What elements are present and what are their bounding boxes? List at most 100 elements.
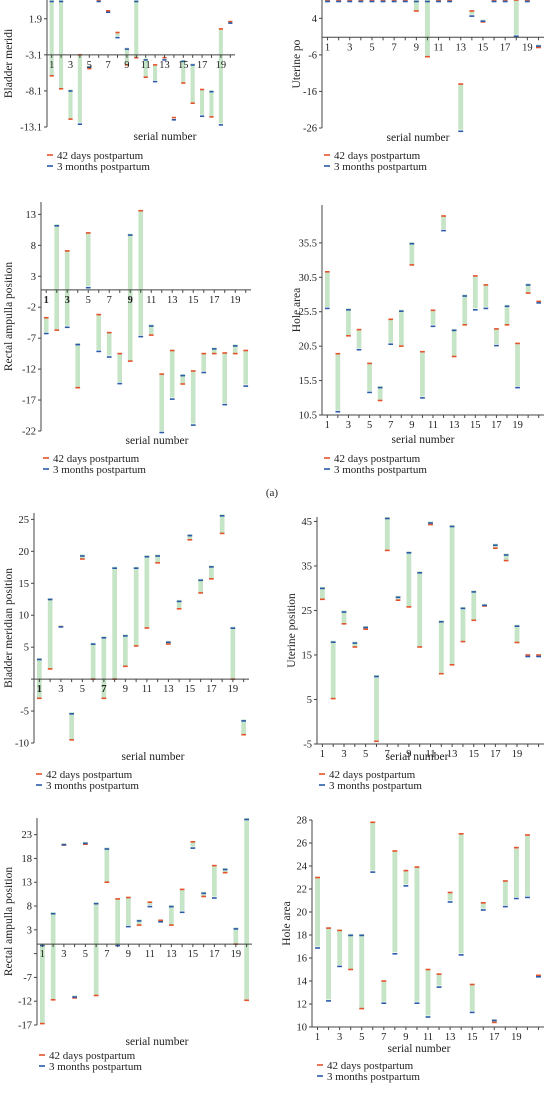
x-tick-label: 1: [325, 42, 330, 53]
y-tick-label: 35: [302, 561, 313, 572]
x-axis-title: serial number: [387, 132, 450, 144]
x-axis-title: serial number: [388, 1043, 451, 1055]
range-bar: [326, 928, 331, 1000]
range-bar: [403, 870, 409, 885]
range-bar: [106, 332, 112, 356]
range-bar: [337, 930, 343, 965]
x-tick-label: 19: [216, 60, 227, 71]
range-bar: [147, 902, 153, 906]
y-tick-label: 28: [297, 816, 308, 827]
range-bar: [514, 847, 519, 897]
range-bar: [441, 216, 446, 230]
x-tick-label: 17: [209, 295, 220, 306]
y-tick-label: 12: [297, 1000, 308, 1011]
y-tick-label: -5: [303, 740, 312, 751]
range-bar: [117, 353, 122, 383]
y-tick-label: -22: [22, 427, 36, 438]
range-bar: [169, 905, 174, 926]
x-tick-label: 11: [428, 420, 438, 431]
range-bar: [414, 867, 420, 1002]
range-bar: [59, 0, 64, 89]
x-tick-label: 5: [83, 949, 88, 960]
x-tick-label: 7: [105, 60, 110, 71]
legend-label-3-months: 3 months postpartum: [57, 161, 150, 173]
x-tick-label: 11: [145, 949, 155, 960]
range-bar: [341, 610, 347, 624]
range-bar: [388, 319, 394, 343]
x-tick-label: 5: [359, 1032, 364, 1043]
y-tick-label: 15: [19, 579, 30, 590]
range-bar: [315, 877, 320, 947]
y-tick-label: -12: [18, 997, 32, 1008]
y-tick-label: 15: [302, 650, 313, 661]
x-tick-label: 9: [126, 949, 131, 960]
range-bar: [515, 343, 520, 387]
legend-label-3-months: 3 months postpartum: [334, 161, 427, 173]
x-tick-label: 15: [478, 42, 489, 53]
range-bar: [430, 310, 436, 325]
range-bar: [525, 835, 530, 896]
y-axis-title: Rectal ampulla position: [3, 867, 15, 976]
range-bar: [381, 981, 387, 1002]
range-bar: [352, 641, 358, 647]
range-bar: [425, 969, 431, 1016]
range-bar: [209, 565, 214, 579]
range-bar: [127, 233, 133, 362]
range-bar: [417, 571, 423, 647]
range-bar: [180, 374, 185, 384]
range-bar: [320, 586, 325, 600]
x-tick-label: 13: [456, 42, 467, 53]
y-axis-title: Bladder meridian position: [3, 568, 15, 688]
y-tick-label: 22: [297, 885, 308, 896]
y-axis-title: Bladder meridi: [3, 29, 15, 98]
range-bar: [75, 343, 80, 388]
range-bar: [209, 90, 214, 117]
x-tick-label: 9: [406, 749, 411, 760]
y-axis-title: Hole area: [281, 901, 293, 945]
y-tick-label: -7: [27, 334, 36, 345]
range-bar: [144, 555, 150, 628]
range-bar: [143, 58, 148, 78]
y-tick-label: -2: [27, 303, 36, 314]
y-tick-label: -6: [308, 50, 317, 61]
x-tick-label: 1: [37, 684, 42, 695]
y-tick-label: -8.1: [25, 86, 42, 97]
range-bar: [201, 891, 206, 897]
range-bar: [525, 283, 531, 294]
x-tick-label: 13: [449, 420, 460, 431]
range-bar: [230, 626, 236, 680]
x-tick-label: 3: [347, 42, 352, 53]
x-tick-label: 1: [320, 749, 325, 760]
y-tick-label: -12: [22, 365, 36, 376]
range-bar: [101, 636, 107, 699]
legend-label-3-months: 3 months postpartum: [327, 1071, 420, 1083]
range-bar: [514, 624, 520, 643]
legend-label-3-months: 3 months postpartum: [334, 464, 427, 476]
range-bar: [218, 28, 223, 124]
x-tick-label: 9: [128, 295, 133, 306]
y-tick-label: 10: [297, 1023, 308, 1034]
range-bar: [68, 89, 73, 120]
x-tick-label: 15: [468, 749, 479, 760]
y-tick-label: 25.5: [299, 307, 317, 318]
x-tick-label: 19: [230, 295, 241, 306]
range-bar: [399, 309, 404, 347]
range-bar: [43, 317, 49, 332]
range-bar: [85, 232, 91, 287]
range-bar: [374, 675, 379, 742]
range-bar: [190, 841, 196, 847]
range-bar: [436, 974, 442, 986]
range-bar: [462, 294, 468, 325]
y-tick-label: 13: [26, 210, 37, 221]
x-tick-label: 1: [40, 949, 45, 960]
y-tick-label: 4: [312, 14, 318, 25]
x-tick-label: 11: [425, 749, 435, 760]
range-bar: [49, 0, 54, 76]
y-tick-label: -16: [303, 87, 317, 98]
x-tick-label: 1: [325, 420, 330, 431]
range-bar: [335, 353, 341, 411]
